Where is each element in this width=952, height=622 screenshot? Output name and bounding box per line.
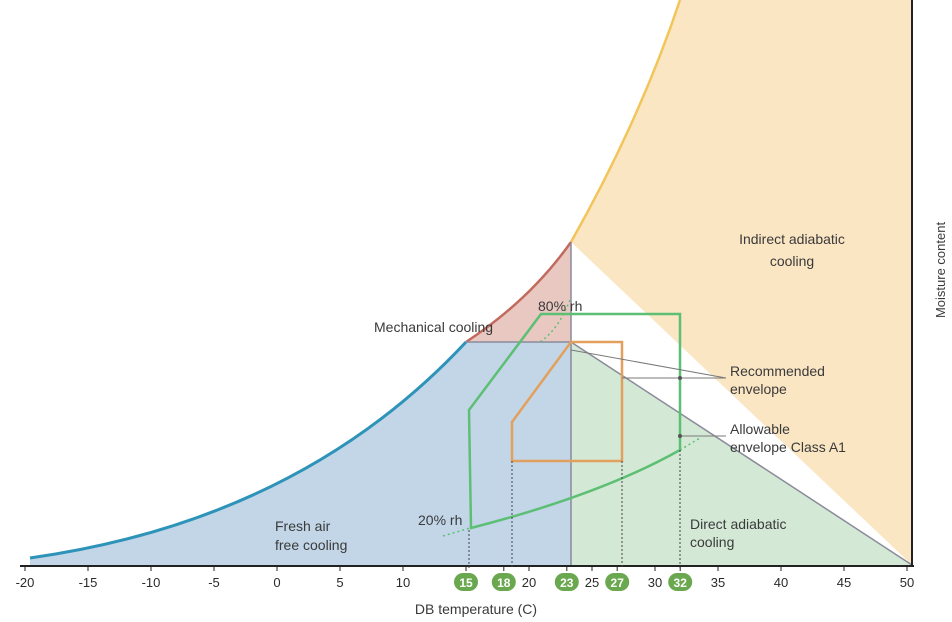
tick-label-3: -5 xyxy=(208,575,220,590)
tick-label-2: -10 xyxy=(142,575,161,590)
label-fresh-2: free cooling xyxy=(275,537,347,553)
allowable-dotted-extension xyxy=(679,437,701,451)
mechanical-cooling-region xyxy=(466,242,571,342)
recommended-leader xyxy=(570,349,727,379)
label-rh80: 80% rh xyxy=(538,298,582,314)
tick-badge-32 xyxy=(668,573,693,591)
allowable-leader-dot xyxy=(678,434,682,438)
tick-label-0: -20 xyxy=(16,575,35,590)
label-direct-2: cooling xyxy=(690,534,734,550)
tick-label-16: 40 xyxy=(774,575,788,590)
x-axis-label: DB temperature (C) xyxy=(415,601,537,617)
label-rh20: 20% rh xyxy=(418,512,462,528)
x-axis-ticks: -20 -15 -10 -5 0 5 10 15 18 20 23 25 27 30 32 35 40 45 50 xyxy=(16,566,914,591)
tick-label-4: 0 xyxy=(273,575,280,590)
saturation-curve-yellow xyxy=(569,0,682,243)
allowable-envelope xyxy=(467,312,682,530)
label-direct-1: Direct adiabatic xyxy=(690,516,787,532)
tick-badge-23 xyxy=(554,573,579,591)
label-mechanical: Mechanical cooling xyxy=(374,319,493,335)
tick-label-5: 5 xyxy=(336,575,343,590)
recommended-leader-dot xyxy=(678,376,682,380)
tick-label-18: 50 xyxy=(900,575,914,590)
tick-label-15: 35 xyxy=(711,575,725,590)
label-indirect-2: cooling xyxy=(770,253,814,269)
indirect-adiabatic-region xyxy=(571,0,912,565)
tick-label-14: 32 xyxy=(674,576,688,590)
label-fresh-1: Fresh air xyxy=(275,518,331,534)
tick-label-6: 10 xyxy=(396,575,410,590)
rh80-dotted-line xyxy=(539,299,571,343)
tick-label-12: 27 xyxy=(611,576,625,590)
tick-label-10: 23 xyxy=(560,576,574,590)
label-indirect-1: Indirect adiabatic xyxy=(739,231,845,247)
saturation-curve-red xyxy=(465,241,573,344)
tick-label-11: 25 xyxy=(585,575,599,590)
y-axis-label: Moisture content xyxy=(933,222,948,318)
boundary-diagonal xyxy=(570,341,913,566)
tick-badge-15 xyxy=(454,573,478,591)
tick-label-17: 45 xyxy=(837,575,851,590)
saturation-curve-blue xyxy=(29,340,468,560)
tick-label-13: 30 xyxy=(648,575,662,590)
tick-label-8: 18 xyxy=(497,576,511,590)
label-allowable-1: Allowable xyxy=(730,421,790,437)
fresh-air-region xyxy=(30,342,571,565)
tick-label-1: -15 xyxy=(79,575,98,590)
tick-badge-18 xyxy=(491,573,516,591)
tick-label-7: 15 xyxy=(459,576,473,590)
recommended-envelope xyxy=(510,340,624,463)
label-recommended-1: Recommended xyxy=(730,363,825,379)
tick-label-9: 20 xyxy=(522,575,536,590)
tick-badge-27 xyxy=(605,573,630,591)
label-allowable-2: envelope Class A1 xyxy=(730,439,846,455)
label-recommended-2: envelope xyxy=(730,381,787,397)
